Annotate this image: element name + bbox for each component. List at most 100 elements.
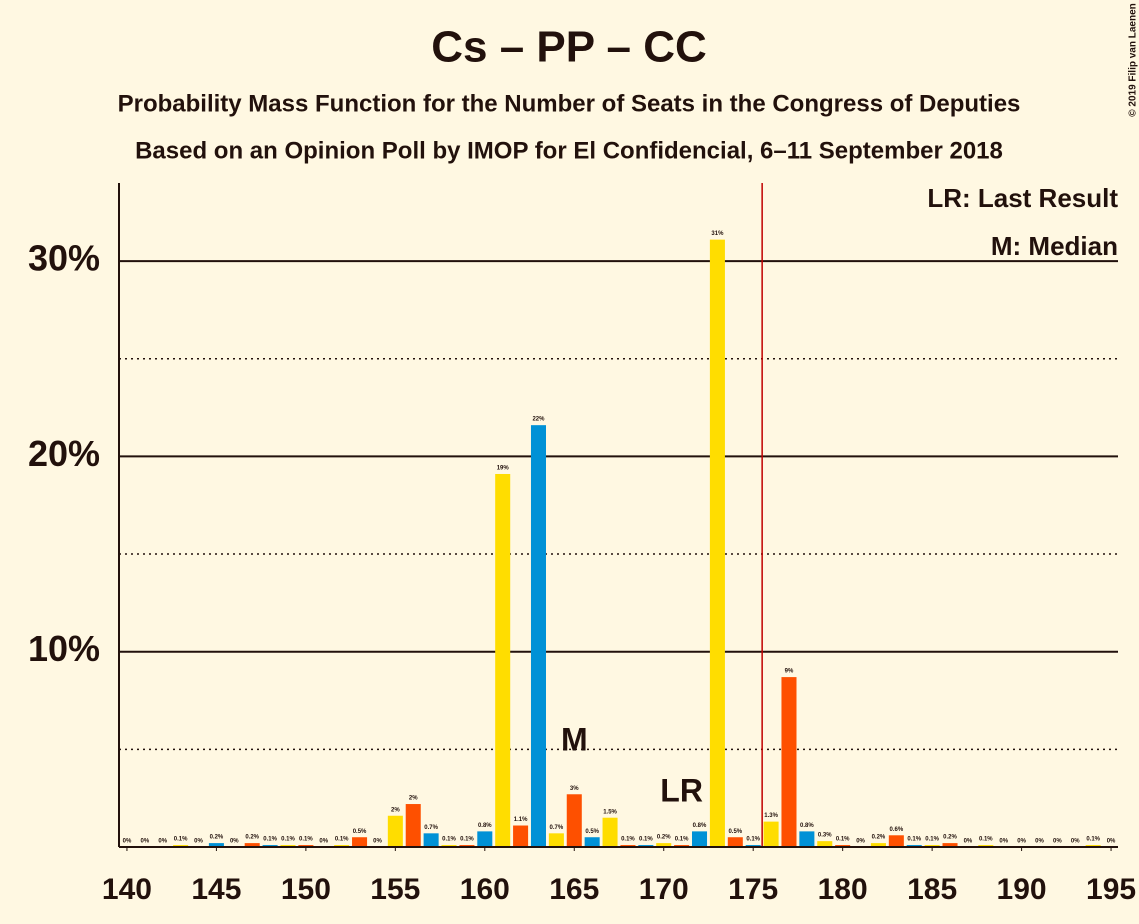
value-label: 0.1% — [442, 837, 456, 843]
bar — [817, 841, 833, 847]
x-tick-label: 150 — [281, 873, 331, 906]
value-label: 3% — [570, 786, 579, 792]
bar — [208, 843, 224, 847]
bar — [763, 821, 779, 847]
bar — [727, 837, 743, 847]
value-label: 0% — [1017, 839, 1026, 845]
value-label: 0.5% — [585, 829, 599, 835]
value-label: 0.1% — [299, 837, 313, 843]
bar — [352, 837, 368, 847]
value-label: 2% — [409, 796, 418, 802]
value-label: 0.8% — [693, 823, 707, 829]
chart-title: Cs – PP – CC — [431, 23, 707, 72]
value-label: 0.7% — [550, 825, 564, 831]
value-label: 0% — [373, 839, 382, 845]
value-label: 0% — [1071, 839, 1080, 845]
value-label: 0.2% — [657, 835, 671, 841]
value-label: 0.1% — [979, 837, 993, 843]
value-label: 31% — [711, 231, 724, 237]
value-label: 0% — [999, 839, 1008, 845]
legend-entry: LR: Last Result — [927, 183, 1118, 213]
value-label: 1.5% — [603, 809, 617, 815]
y-tick-label: 30% — [28, 238, 100, 279]
value-label: 0.2% — [245, 835, 259, 841]
value-label: 0% — [1053, 839, 1062, 845]
value-label: 0% — [141, 839, 150, 845]
bar — [942, 843, 958, 847]
bar — [888, 835, 904, 847]
subtitle: Based on an Opinion Poll by IMOP for El … — [135, 137, 1003, 164]
annotation: M — [561, 722, 588, 758]
value-label: 0.2% — [872, 835, 886, 841]
x-tick-label: 195 — [1086, 873, 1136, 906]
bar — [387, 815, 403, 847]
value-label: 0.1% — [639, 837, 653, 843]
copyright: © 2019 Filip van Laenen — [1128, 3, 1139, 117]
value-label: 0.5% — [728, 829, 742, 835]
x-tick-label: 170 — [639, 873, 689, 906]
value-label: 0.2% — [943, 835, 957, 841]
bar — [530, 425, 546, 847]
value-label: 0.1% — [263, 837, 277, 843]
value-label: 0.8% — [800, 823, 814, 829]
x-tick-label: 155 — [370, 873, 420, 906]
bar — [513, 825, 529, 847]
bar — [709, 239, 725, 847]
value-label: 1.1% — [514, 817, 528, 823]
bar — [423, 833, 439, 847]
bar — [566, 794, 582, 847]
value-label: 0.1% — [925, 837, 939, 843]
value-label: 0.2% — [210, 835, 224, 841]
value-label: 0% — [123, 839, 132, 845]
value-label: 0% — [964, 839, 973, 845]
value-label: 0.1% — [174, 837, 188, 843]
x-tick-label: 180 — [818, 873, 868, 906]
value-label: 1.3% — [764, 813, 778, 819]
y-tick-label: 10% — [28, 628, 100, 669]
value-label: 0.5% — [353, 829, 367, 835]
bar — [692, 831, 708, 847]
bar — [870, 843, 886, 847]
value-label: 0% — [158, 839, 167, 845]
subtitle: Probability Mass Function for the Number… — [118, 90, 1021, 117]
value-label: 0.7% — [424, 825, 438, 831]
value-label: 9% — [785, 669, 794, 675]
value-label: 2% — [391, 807, 400, 813]
x-tick-label: 175 — [728, 873, 778, 906]
bar — [781, 677, 797, 847]
bar — [799, 831, 815, 847]
value-label: 0.1% — [1086, 837, 1100, 843]
value-label: 0% — [319, 839, 328, 845]
value-label: 0.1% — [836, 837, 850, 843]
bar — [405, 804, 421, 847]
value-label: 0.3% — [818, 833, 832, 839]
x-tick-label: 140 — [102, 873, 152, 906]
value-label: 22% — [532, 417, 545, 423]
value-label: 0.1% — [746, 837, 760, 843]
x-tick-label: 160 — [460, 873, 510, 906]
value-label: 0.1% — [281, 837, 295, 843]
bar — [244, 843, 260, 847]
value-label: 0.1% — [907, 837, 921, 843]
legend-entry: M: Median — [991, 231, 1118, 261]
bar — [584, 837, 600, 847]
value-label: 0.6% — [889, 827, 903, 833]
value-label: 0.1% — [675, 837, 689, 843]
value-label: 0% — [1035, 839, 1044, 845]
x-tick-label: 165 — [549, 873, 599, 906]
value-label: 0.8% — [478, 823, 492, 829]
bar — [495, 473, 511, 847]
annotation: LR — [660, 773, 703, 809]
x-tick-label: 145 — [191, 873, 241, 906]
value-label: 19% — [497, 466, 510, 472]
value-label: 0.1% — [335, 837, 349, 843]
x-tick-label: 185 — [907, 873, 957, 906]
value-label: 0% — [194, 839, 203, 845]
bar — [656, 843, 672, 847]
bar — [548, 833, 564, 847]
value-label: 0% — [230, 839, 239, 845]
y-tick-label: 20% — [28, 433, 100, 474]
bar — [602, 817, 618, 847]
value-label: 0% — [856, 839, 865, 845]
